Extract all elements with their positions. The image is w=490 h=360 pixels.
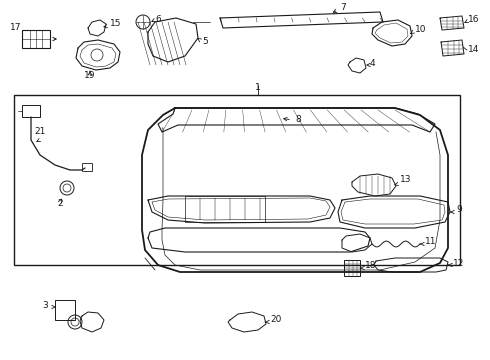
Text: 14: 14 bbox=[468, 45, 479, 54]
Text: 6: 6 bbox=[155, 14, 161, 23]
Text: 15: 15 bbox=[110, 19, 122, 28]
Text: 17: 17 bbox=[10, 22, 22, 31]
Bar bbox=[185, 196, 265, 222]
Text: 4: 4 bbox=[370, 59, 376, 68]
Bar bbox=[344, 260, 360, 276]
Bar bbox=[14, 95, 460, 265]
Text: 3: 3 bbox=[42, 301, 48, 310]
Text: 16: 16 bbox=[468, 15, 480, 24]
Text: 11: 11 bbox=[425, 238, 437, 247]
Text: 8: 8 bbox=[295, 116, 301, 125]
Bar bbox=[55, 300, 75, 320]
Text: 7: 7 bbox=[340, 4, 346, 13]
Text: 13: 13 bbox=[400, 175, 412, 184]
Text: 21: 21 bbox=[34, 127, 46, 136]
Bar bbox=[82, 163, 92, 171]
Text: 20: 20 bbox=[270, 315, 281, 324]
Text: 9: 9 bbox=[456, 206, 462, 215]
Text: 2: 2 bbox=[57, 199, 63, 208]
Text: 5: 5 bbox=[202, 37, 208, 46]
Bar bbox=[22, 105, 40, 117]
Text: 1: 1 bbox=[255, 84, 261, 93]
Text: 19: 19 bbox=[84, 71, 96, 80]
Text: 12: 12 bbox=[453, 258, 465, 267]
Text: 18: 18 bbox=[365, 261, 376, 270]
Text: 10: 10 bbox=[415, 26, 426, 35]
Bar bbox=[22, 30, 50, 48]
